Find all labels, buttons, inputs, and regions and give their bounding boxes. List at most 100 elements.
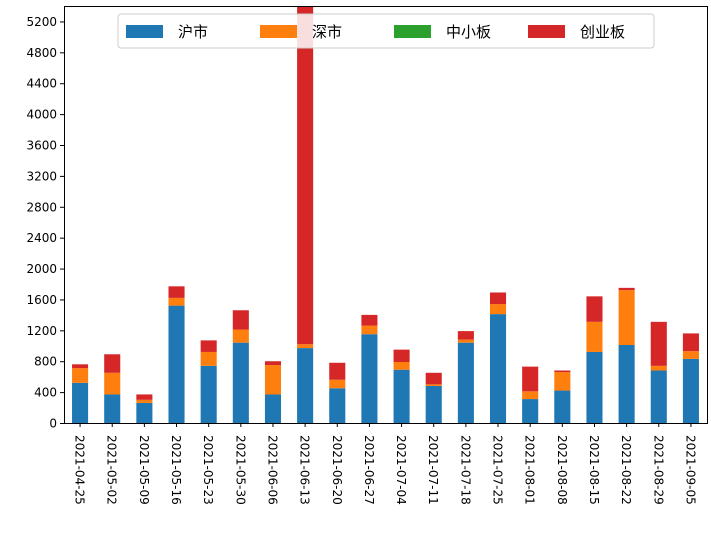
bar-2021-09-05-series-3	[682, 333, 699, 352]
legend: 沪市 深市 中小板 创业板	[117, 13, 655, 49]
legend-swatch-0	[126, 25, 163, 38]
bar-2021-06-27-series-1	[361, 325, 378, 335]
x-tick-label: 2021-08-08	[555, 435, 569, 505]
bar-2021-07-11-series-0	[425, 385, 442, 423]
bar-2021-05-09-series-3	[136, 394, 153, 400]
plot-frame	[64, 6, 708, 424]
bar-2021-08-22-series-0	[618, 345, 635, 423]
bar-2021-08-22-series-3	[618, 287, 635, 291]
x-tick-label: 2021-05-09	[137, 435, 151, 505]
y-tick-label: 2000	[26, 262, 57, 276]
x-axis: 2021-04-25 2021-05-02 2021-05-09 2021-05-16…	[73, 423, 697, 505]
x-tick-label: 2021-07-18	[458, 435, 472, 505]
legend-box	[117, 13, 655, 49]
legend-swatch-3	[528, 25, 565, 38]
bar-2021-08-15-series-3	[586, 296, 603, 322]
x-tick-label: 2021-07-04	[394, 435, 408, 505]
y-tick-label: 0	[49, 417, 57, 431]
bar-2021-05-23-series-1	[200, 351, 217, 366]
bar-2021-07-25-series-0	[489, 314, 507, 423]
bar-2021-06-06-series-3	[264, 361, 282, 366]
bar-2021-06-06-series-0	[264, 394, 282, 423]
bar-2021-05-09-series-0	[136, 402, 153, 423]
y-tick-label: 4000	[26, 108, 57, 122]
bar-2021-05-16-series-3	[168, 286, 185, 298]
bar-2021-07-25-series-3	[489, 292, 507, 305]
bar-2021-05-23-series-0	[200, 365, 217, 423]
bar-2021-04-25-series-3	[72, 364, 89, 369]
y-tick-label: 1600	[26, 293, 57, 307]
y-tick-label: 3200	[26, 169, 57, 183]
bar-2021-04-25-series-0	[72, 382, 89, 423]
bar-2021-05-30-series-1	[232, 329, 249, 343]
bar-2021-05-09-series-1	[136, 399, 153, 403]
x-tick-label: 2021-06-27	[362, 435, 376, 505]
y-tick-label: 2800	[26, 200, 57, 214]
x-tick-label: 2021-06-20	[330, 435, 344, 505]
x-tick-label: 2021-09-05	[683, 435, 697, 505]
bar-2021-07-11-series-1	[425, 384, 442, 386]
bar-2021-06-20-series-3	[329, 362, 346, 380]
x-tick-label: 2021-08-01	[523, 435, 537, 505]
x-tick-label: 2021-05-16	[169, 435, 183, 505]
bar-2021-08-08-series-3	[554, 370, 571, 373]
legend-swatch-1	[260, 25, 297, 38]
bar-2021-05-02-series-1	[104, 372, 121, 395]
bar-2021-06-13-series-0	[297, 348, 314, 423]
y-tick-label: 800	[34, 355, 57, 369]
bar-2021-05-02-series-3	[104, 354, 121, 373]
x-tick-label: 2021-06-06	[265, 435, 279, 505]
y-tick-label: 1200	[26, 324, 57, 338]
bar-2021-07-04-series-1	[393, 361, 410, 370]
bars-layer	[72, 6, 699, 423]
x-tick-label: 2021-08-15	[587, 435, 601, 505]
bar-2021-05-16-series-1	[168, 297, 185, 306]
x-tick-label: 2021-05-30	[233, 435, 247, 505]
bar-2021-07-04-series-3	[393, 349, 410, 362]
bar-2021-05-16-series-0	[168, 305, 185, 423]
bar-2021-06-06-series-1	[264, 365, 282, 395]
bar-2021-08-01-series-0	[522, 399, 539, 423]
legend-label-2: 中小板	[446, 23, 491, 41]
bar-2021-06-20-series-0	[329, 388, 346, 423]
bar-2021-09-05-series-0	[682, 358, 699, 423]
x-tick-label: 2021-08-29	[651, 435, 665, 505]
x-tick-label: 2021-05-23	[201, 435, 215, 505]
legend-label-0: 沪市	[178, 23, 208, 41]
bar-2021-08-01-series-1	[522, 391, 539, 400]
bar-2021-08-08-series-1	[554, 372, 571, 391]
bar-2021-09-05-series-1	[682, 351, 699, 359]
x-tick-label: 2021-07-11	[426, 435, 440, 505]
bar-2021-06-13-series-3	[297, 6, 314, 345]
bar-2021-07-04-series-0	[393, 369, 410, 423]
y-tick-label: 2400	[26, 231, 57, 245]
bar-2021-06-27-series-3	[361, 314, 378, 326]
bar-2021-05-30-series-3	[232, 310, 249, 330]
y-tick-label: 4400	[26, 77, 57, 91]
bar-2021-05-02-series-0	[104, 394, 121, 423]
bar-2021-07-11-series-3	[425, 372, 442, 385]
bar-2021-06-13-series-1	[297, 344, 314, 349]
x-tick-label: 2021-04-25	[73, 435, 87, 505]
x-tick-label: 2021-06-13	[298, 435, 312, 505]
y-axis: 0 400 800 1200 1600 2000 2400 2800 3200 3600 4000 4…	[26, 15, 64, 431]
bar-2021-04-25-series-1	[72, 368, 89, 383]
bar-2021-06-27-series-0	[361, 334, 378, 423]
x-tick-label: 2021-08-22	[619, 435, 633, 505]
bar-2021-08-08-series-0	[554, 390, 571, 423]
bar-2021-08-29-series-3	[650, 321, 667, 366]
bar-2021-08-15-series-1	[586, 321, 603, 352]
bar-2021-05-30-series-0	[232, 342, 249, 423]
bar-2021-06-20-series-1	[329, 379, 346, 389]
bar-2021-07-18-series-0	[457, 342, 474, 423]
bar-2021-08-22-series-1	[618, 290, 635, 346]
y-tick-label: 400	[34, 386, 57, 400]
bar-2021-07-18-series-3	[457, 331, 474, 340]
bar-2021-08-29-series-1	[650, 365, 667, 371]
y-tick-label: 5200	[26, 15, 57, 29]
x-tick-label: 2021-07-25	[491, 435, 505, 505]
bar-2021-08-15-series-0	[586, 351, 603, 423]
bar-2021-07-25-series-1	[489, 304, 507, 315]
bar-2021-08-29-series-0	[650, 370, 667, 423]
